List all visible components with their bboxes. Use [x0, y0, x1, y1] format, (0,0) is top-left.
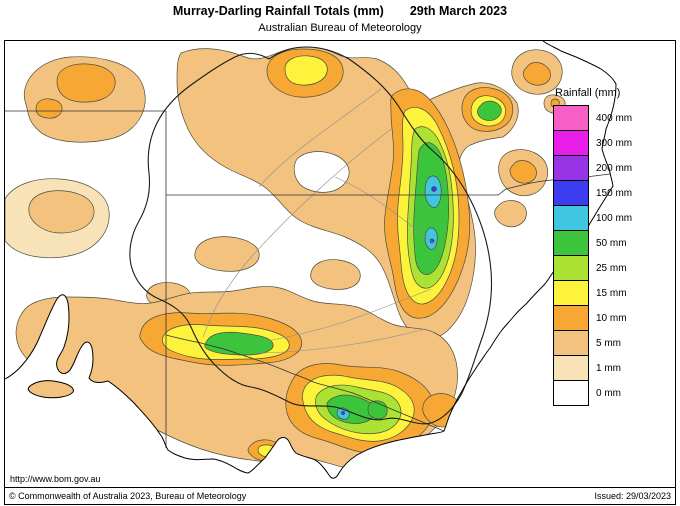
coastline — [5, 41, 617, 479]
bom-url: http://www.bom.gov.au — [10, 474, 101, 484]
copyright-text: © Commonwealth of Australia 2023, Bureau… — [9, 491, 247, 501]
legend-row: 100 mm — [553, 205, 633, 231]
legend-swatch — [553, 355, 589, 381]
legend-swatch — [553, 105, 589, 131]
legend-row: 50 mm — [553, 230, 632, 256]
rainfall-contours — [5, 46, 566, 470]
legend-label: 15 mm — [596, 288, 627, 299]
legend-row: 25 mm — [553, 255, 632, 281]
map-area: Rainfall (mm) 400 mm 300 mm 200 mm 150 mm 10… — [5, 41, 675, 488]
legend-swatch — [553, 330, 589, 356]
map-title-row: Murray-Darling Rainfall Totals (mm) 29th … — [0, 4, 680, 18]
map-date: 29th March 2023 — [409, 4, 508, 18]
legend-scale: 400 mm 300 mm 200 mm 150 mm 100 mm 50 mm 25 mm… — [553, 105, 632, 406]
legend-swatch — [553, 205, 589, 231]
legend-swatch — [553, 230, 589, 256]
legend-row: 200 mm — [553, 155, 633, 181]
map-frame: Rainfall (mm) 400 mm 300 mm 200 mm 150 mm 10… — [4, 40, 676, 505]
legend-swatch — [553, 180, 589, 206]
legend-row: 400 mm — [553, 105, 632, 131]
legend-swatch — [553, 255, 589, 281]
footer-bar: © Commonwealth of Australia 2023, Bureau… — [5, 488, 675, 504]
kangaroo-island-coast — [27, 380, 74, 399]
legend-label: 25 mm — [596, 263, 627, 274]
legend-label: 50 mm — [596, 238, 627, 249]
legend-row: 15 mm — [553, 280, 632, 306]
rivers — [202, 88, 442, 354]
legend-row: 150 mm — [553, 180, 633, 206]
legend-swatch — [553, 380, 589, 406]
legend-row: 10 mm — [553, 305, 632, 331]
legend-swatch — [553, 305, 589, 331]
rainfall-legend: Rainfall (mm) 400 mm 300 mm 200 mm 150 mm 10… — [553, 87, 632, 406]
legend-label: 100 mm — [596, 213, 633, 224]
legend-swatch — [553, 155, 589, 181]
issued-text: Issued: 29/03/2023 — [594, 491, 671, 501]
map-subtitle: Australian Bureau of Meteorology — [258, 22, 422, 34]
legend-swatch — [553, 130, 589, 156]
basin-boundary — [129, 46, 493, 425]
legend-label: 400 mm — [596, 112, 633, 124]
legend-label: 0 mm — [596, 388, 621, 399]
legend-label: 1 mm — [596, 363, 621, 374]
map-title: Murray-Darling Rainfall Totals (mm) — [172, 4, 384, 18]
legend-label: 5 mm — [596, 338, 621, 349]
legend-label: 10 mm — [596, 313, 627, 324]
legend-title: Rainfall (mm) — [555, 87, 621, 99]
legend-row: 1 mm — [553, 355, 632, 381]
legend-label: 200 mm — [596, 163, 633, 174]
legend-label: 300 mm — [596, 138, 633, 149]
legend-swatch — [553, 280, 589, 306]
legend-row: 0 mm — [553, 380, 632, 406]
legend-row: 300 mm — [553, 130, 633, 156]
legend-row: 5 mm — [553, 330, 632, 356]
legend-label: 150 mm — [596, 188, 633, 199]
